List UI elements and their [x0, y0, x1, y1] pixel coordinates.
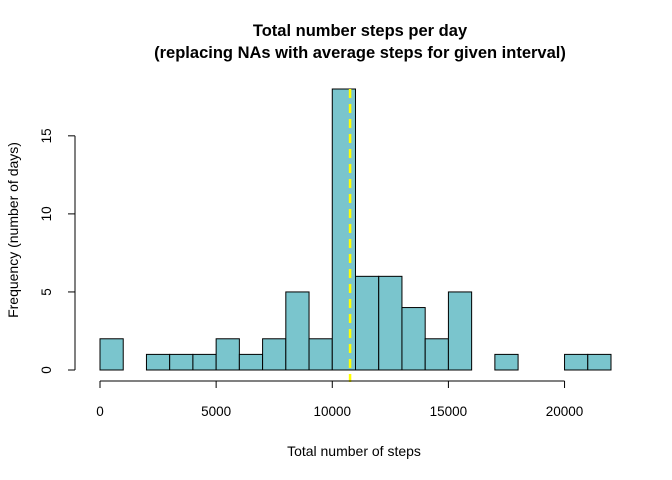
y-tick-label: 0: [39, 366, 54, 374]
histogram-bar: [564, 353, 589, 371]
histogram-bar: [262, 338, 287, 371]
histogram-bar: [145, 353, 171, 371]
x-tick-label: 5000: [201, 404, 231, 419]
histogram-bar: [99, 338, 124, 371]
x-axis: 0 5000 10000 15000 20000: [96, 380, 584, 419]
histogram-bar: [238, 353, 264, 371]
histogram-bar: [192, 353, 217, 371]
histogram-bar: [447, 291, 473, 371]
histogram-bar: [378, 275, 403, 371]
x-tick-label: 0: [96, 404, 104, 419]
histogram-bar: [215, 338, 240, 371]
histogram-bar: [587, 353, 612, 371]
y-axis-label: Frequency (number of days): [5, 142, 21, 318]
histogram-bar: [494, 353, 519, 371]
y-tick-label: 10: [39, 206, 54, 221]
y-tick-label: 5: [39, 288, 54, 296]
y-tick-label: 15: [39, 128, 54, 143]
x-tick-label: 20000: [546, 404, 584, 419]
chart-title-line1: Total number steps per day: [253, 22, 468, 40]
histogram-bar: [331, 88, 357, 371]
y-axis: 0 5 10 15: [39, 128, 76, 374]
x-tick-label: 15000: [430, 404, 468, 419]
histogram-bar: [401, 307, 426, 371]
histogram-bar: [355, 275, 380, 371]
x-tick-label: 10000: [313, 404, 351, 419]
histogram-bar: [285, 291, 310, 371]
histogram-bar: [308, 338, 333, 371]
x-axis-label: Total number of steps: [287, 443, 421, 459]
bars-group: [99, 88, 612, 371]
histogram-bar: [424, 338, 449, 371]
chart-title-line2: (replacing NAs with average steps for gi…: [154, 44, 566, 62]
histogram-bar: [169, 353, 194, 371]
